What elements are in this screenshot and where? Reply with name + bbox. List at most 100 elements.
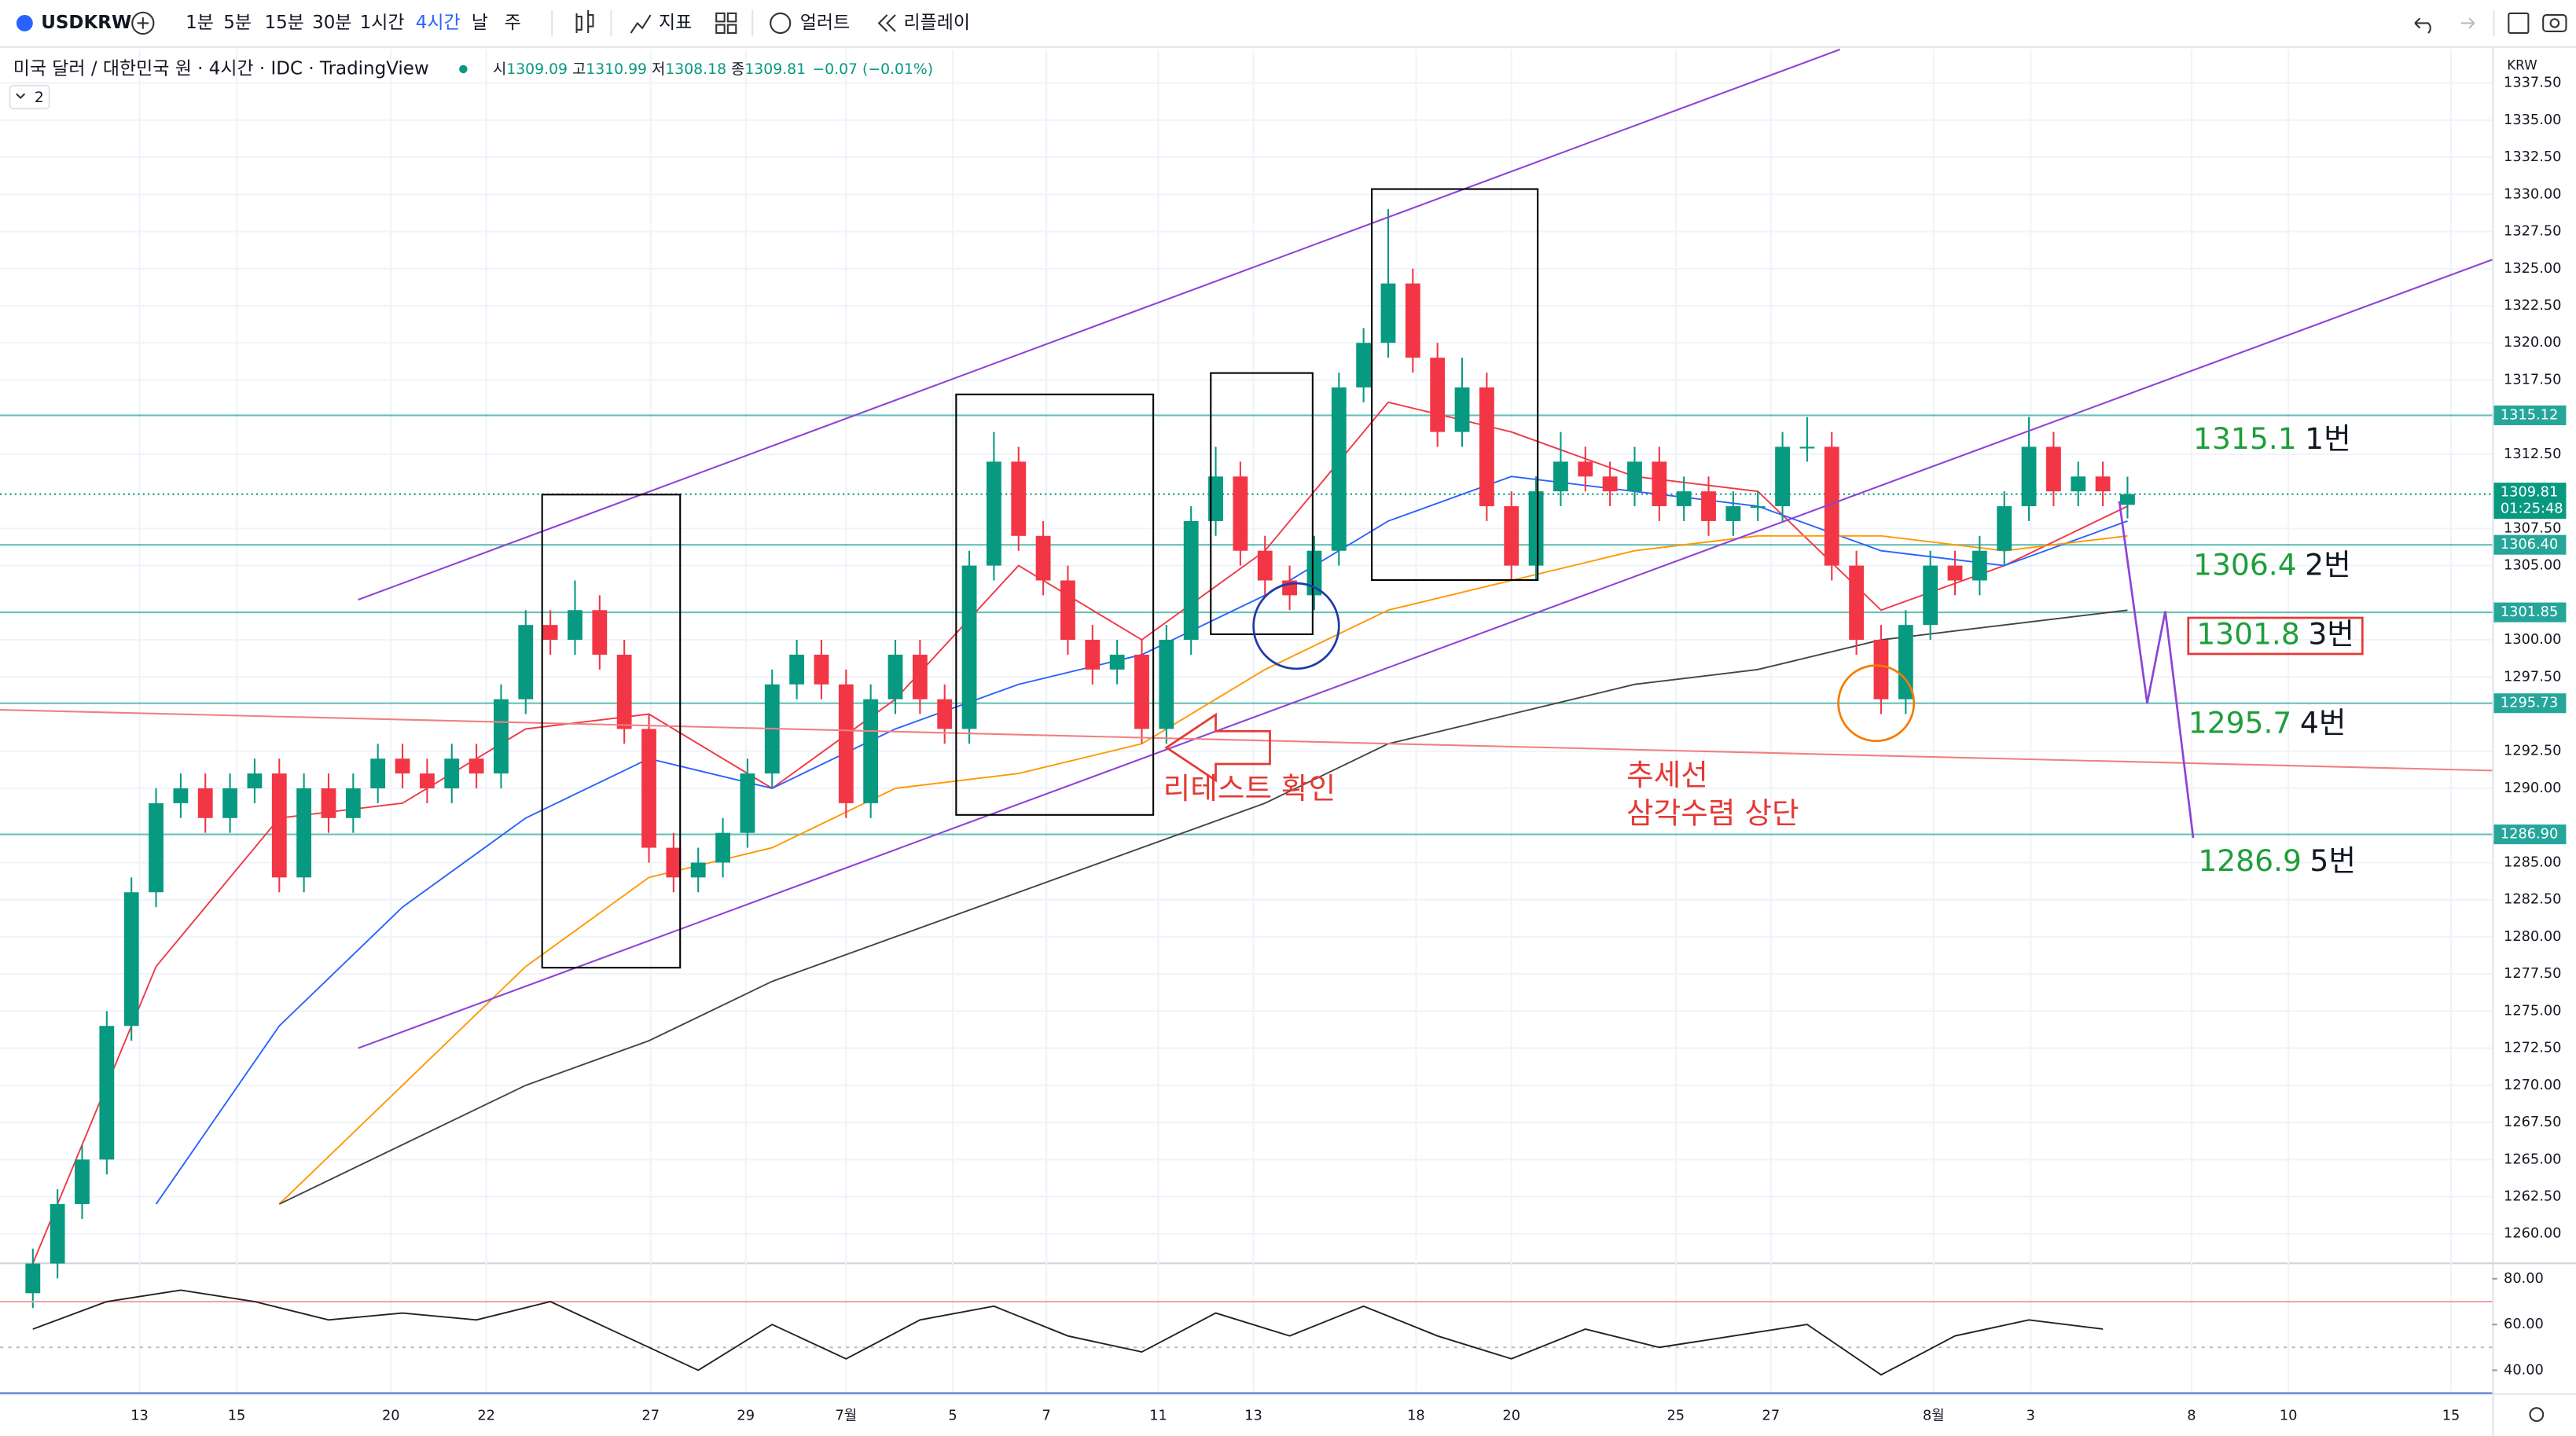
candle-body — [296, 788, 312, 878]
rsi-tick-label: 60.00 — [2504, 1317, 2544, 1332]
candle-body — [321, 788, 336, 818]
candle-body — [1356, 343, 1372, 387]
alert-icon — [770, 12, 792, 35]
circle-marker — [1252, 582, 1340, 670]
x-tick-label: 15 — [228, 1408, 246, 1424]
indicator-count: 2 — [35, 90, 44, 106]
indicators-button[interactable]: 지표 — [659, 13, 692, 33]
candle-body — [25, 1263, 41, 1294]
candle-body — [1873, 640, 1889, 700]
replay-icon — [877, 14, 896, 32]
annotation: 추세선 — [1626, 758, 1708, 792]
y-tick-label: 1265.00 — [2504, 1151, 2561, 1167]
candle-body — [1652, 461, 1667, 507]
candle-body — [568, 610, 582, 641]
x-tick-label: 8월 — [1923, 1408, 1945, 1424]
channel-upper — [358, 48, 1841, 601]
candle-body — [1578, 461, 1593, 477]
candle-body — [838, 684, 854, 803]
candle-body — [641, 729, 656, 848]
box — [541, 494, 682, 969]
y-tick-label: 1330.00 — [2504, 186, 2561, 202]
ma-line — [155, 476, 2128, 1205]
candle-body — [1405, 283, 1420, 358]
candle-body — [1454, 387, 1470, 432]
interval[interactable]: 날 — [472, 13, 488, 33]
candle-body — [1799, 446, 1815, 449]
level-label: 1286.90 — [2501, 827, 2558, 843]
candle-body — [1553, 461, 1568, 492]
interval[interactable]: 주 — [505, 13, 521, 33]
x-tick-label: 7월 — [835, 1408, 857, 1424]
y-tick-label: 1297.50 — [2504, 669, 2561, 685]
alert-button[interactable]: 얼러트 — [800, 13, 850, 33]
x-tick-label: 15 — [2442, 1408, 2460, 1424]
candle-body — [1701, 491, 1716, 521]
currency[interactable]: KRW — [2507, 57, 2537, 72]
box — [1210, 372, 1314, 635]
candle-body — [715, 832, 730, 863]
interval-active[interactable]: 4시간 — [416, 13, 461, 33]
candle-body — [961, 565, 977, 729]
candle-body — [345, 788, 361, 818]
ma-line — [31, 401, 2128, 1264]
grid: 1337.50 1335.00 1332.50 1330.00 1327.50 1325.… — [0, 49, 2561, 1424]
settings-button[interactable] — [2529, 1407, 2545, 1423]
add-symbol[interactable] — [131, 11, 155, 35]
toolbar — [0, 0, 2576, 46]
undo-button[interactable] — [2414, 17, 2431, 34]
trend-line — [0, 709, 2493, 772]
y-tick-label: 1275.00 — [2504, 1003, 2561, 1019]
candle-body — [395, 758, 410, 774]
snapshot-button[interactable] — [2542, 13, 2567, 32]
chart-type-button[interactable] — [575, 9, 594, 34]
x-tick-label: 20 — [1502, 1408, 1520, 1424]
x-tick-label: 25 — [1667, 1408, 1685, 1424]
symbol[interactable]: USDKRW — [41, 13, 131, 33]
interval[interactable]: 30분 — [312, 13, 351, 33]
x-tick-label: 7 — [1042, 1408, 1051, 1424]
candle-body — [419, 773, 435, 788]
candle-body — [1997, 506, 2012, 551]
ohlc-prefix: 종 — [731, 61, 744, 77]
x-tick-label: 27 — [1762, 1408, 1780, 1424]
channel-lower — [358, 259, 2493, 1049]
level-name-note: 1번 — [2305, 421, 2351, 456]
interval[interactable]: 1분 — [186, 13, 214, 33]
candle-body — [1331, 387, 1347, 551]
candle-body — [937, 699, 953, 729]
y-tick-label: 1277.50 — [2504, 966, 2561, 982]
level-name-note: 2번 — [2305, 548, 2351, 582]
candle-body — [1849, 565, 1865, 641]
y-tick-label: 1267.50 — [2504, 1115, 2561, 1130]
x-tick-label: 5 — [948, 1408, 957, 1424]
candle-body — [2071, 476, 2086, 492]
fullscreen-button[interactable] — [2508, 12, 2530, 35]
interval[interactable]: 1시간 — [360, 13, 405, 33]
candle-body — [789, 654, 805, 685]
x-tick-label: 29 — [737, 1408, 755, 1424]
interval[interactable]: 15분 — [264, 13, 303, 33]
level-price-note: 1306.4 — [2193, 548, 2297, 582]
candle-body — [1824, 446, 1839, 566]
x-tick-label: 22 — [477, 1408, 495, 1424]
candle-body — [75, 1159, 90, 1204]
ohlc-value: 1308.18 — [665, 61, 726, 77]
y-tick-label: 1327.50 — [2504, 224, 2561, 240]
candle-body — [740, 773, 755, 833]
redo-button[interactable] — [2460, 17, 2475, 29]
indicator-toggle[interactable] — [9, 84, 50, 110]
candle-body — [616, 654, 632, 729]
candle-body — [2045, 446, 2061, 492]
ohlc-legend: 시1309.09 고1310.99 저1308.18 종1309.81 −0.07… — [493, 60, 933, 77]
market-status — [459, 64, 468, 74]
candle-body — [1898, 625, 1913, 700]
layout-icon[interactable] — [715, 12, 726, 23]
level-price-note: 1295.7 — [2188, 705, 2292, 740]
y-tick-label: 1285.00 — [2504, 854, 2561, 870]
candle-body — [1085, 640, 1101, 670]
candle-body — [1109, 654, 1125, 670]
replay-button[interactable]: 리플레이 — [903, 13, 970, 33]
chevron — [16, 93, 26, 100]
interval[interactable]: 5분 — [223, 13, 252, 33]
